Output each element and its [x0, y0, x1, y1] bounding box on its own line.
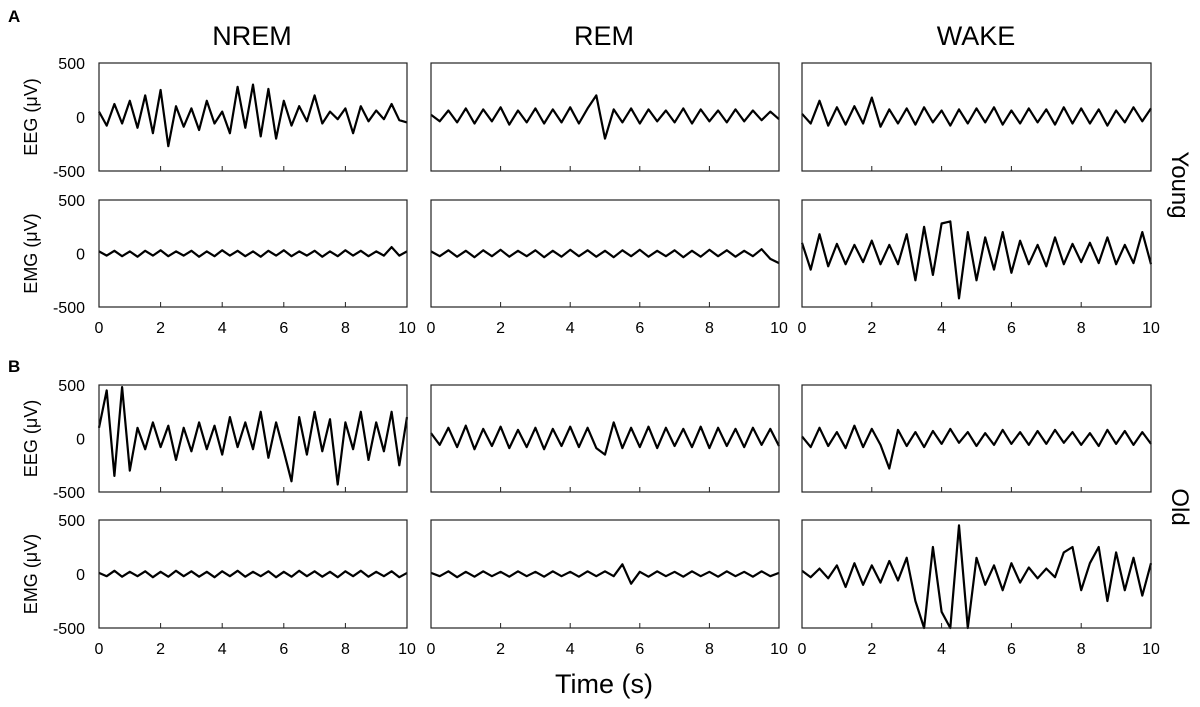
- x-tick-label: 2: [496, 320, 505, 337]
- y-tick-label: 0: [76, 247, 85, 264]
- x-tick-label: 4: [937, 320, 946, 337]
- x-tick-label: 4: [566, 320, 575, 337]
- x-tick-label: 10: [1142, 641, 1160, 658]
- y-axis-label: EMG (μV): [21, 213, 41, 293]
- y-tick-label: 500: [58, 193, 85, 210]
- x-tick-label: 6: [1007, 320, 1016, 337]
- x-tick-label: 6: [635, 320, 644, 337]
- y-tick-label: 500: [58, 56, 85, 73]
- axes-box-young-nrem-eeg: [98, 62, 408, 172]
- x-tick-label: 2: [156, 641, 165, 658]
- group-label-young: Young: [1166, 151, 1193, 218]
- trace-old-rem-eeg: [430, 421, 780, 456]
- panel-label-b: B: [8, 357, 20, 376]
- trace-young-wake-emg: [800, 220, 1153, 300]
- x-tick-label: 2: [156, 320, 165, 337]
- y-tick-label: -500: [53, 300, 85, 317]
- x-tick-label: 0: [427, 641, 436, 658]
- x-tick-label: 0: [95, 641, 104, 658]
- x-tick-label: 8: [705, 320, 714, 337]
- group-label-old: Old: [1166, 488, 1193, 525]
- x-tick-label: 0: [95, 320, 104, 337]
- trace-old-wake-eeg: [801, 424, 1152, 470]
- axes-box-young-rem-eeg: [430, 62, 780, 172]
- trace-old-nrem-emg: [98, 569, 408, 579]
- x-tick-label: 8: [705, 641, 714, 658]
- x-tick-label: 8: [1077, 641, 1086, 658]
- trace-young-rem-emg: [430, 248, 780, 265]
- x-tick-label: 4: [218, 641, 227, 658]
- x-tick-label: 6: [279, 641, 288, 658]
- axes-box-young-nrem-emg: [98, 199, 408, 308]
- trace-old-rem-emg: [430, 563, 780, 585]
- column-title-rem: REM: [574, 21, 634, 51]
- y-tick-label: 500: [58, 513, 85, 530]
- y-tick-label: 500: [58, 378, 85, 395]
- y-axis-label: EEG (μV): [21, 400, 41, 477]
- x-tick-label: 10: [1142, 320, 1160, 337]
- x-tick-label: 8: [341, 641, 350, 658]
- x-tick-label: 6: [1007, 641, 1016, 658]
- trace-young-nrem-eeg: [98, 83, 408, 148]
- x-tick-label: 2: [867, 320, 876, 337]
- x-tick-label: 4: [566, 641, 575, 658]
- x-tick-label: 4: [218, 320, 227, 337]
- trace-young-rem-eeg: [430, 94, 780, 140]
- axes-box-young-wake-eeg: [801, 62, 1152, 172]
- y-axis-label: EEG (μV): [21, 78, 41, 155]
- column-title-nrem: NREM: [212, 21, 292, 51]
- y-tick-label: -500: [53, 164, 85, 181]
- trace-old-wake-emg: [801, 524, 1153, 630]
- y-tick-label: 0: [76, 432, 85, 449]
- y-axis-label: EMG (μV): [21, 534, 41, 614]
- x-tick-label: 0: [427, 320, 436, 337]
- axes-box-old-nrem-emg: [98, 519, 408, 629]
- x-tick-label: 6: [279, 320, 288, 337]
- y-tick-label: -500: [53, 485, 85, 502]
- x-tick-label: 6: [635, 641, 644, 658]
- x-axis-label: Time (s): [555, 669, 653, 699]
- x-tick-label: 4: [937, 641, 946, 658]
- axes-box-young-wake-emg: [801, 199, 1152, 308]
- column-title-wake: WAKE: [937, 21, 1016, 51]
- x-tick-label: 10: [398, 320, 416, 337]
- x-tick-label: 2: [867, 641, 876, 658]
- trace-young-nrem-emg: [98, 246, 408, 258]
- axes-box-old-rem-emg: [430, 519, 780, 629]
- axes-box-old-wake-eeg: [801, 384, 1152, 493]
- trace-old-nrem-eeg: [97, 386, 409, 486]
- axes-box-young-rem-emg: [430, 199, 780, 308]
- x-tick-label: 10: [770, 320, 788, 337]
- x-tick-label: 10: [770, 641, 788, 658]
- x-tick-label: 2: [496, 641, 505, 658]
- axes-box-old-rem-eeg: [430, 384, 780, 493]
- y-tick-label: 0: [76, 567, 85, 584]
- trace-young-wake-eeg: [801, 96, 1152, 128]
- panel-label-a: A: [8, 7, 20, 26]
- axes-box-old-wake-emg: [801, 519, 1152, 629]
- y-tick-label: -500: [53, 621, 85, 638]
- x-tick-label: 0: [798, 641, 807, 658]
- x-tick-label: 0: [798, 320, 807, 337]
- x-tick-label: 8: [1077, 320, 1086, 337]
- x-tick-label: 10: [398, 641, 416, 658]
- y-tick-label: 0: [76, 110, 85, 127]
- x-tick-label: 8: [341, 320, 350, 337]
- axes-box-old-nrem-eeg: [98, 384, 408, 493]
